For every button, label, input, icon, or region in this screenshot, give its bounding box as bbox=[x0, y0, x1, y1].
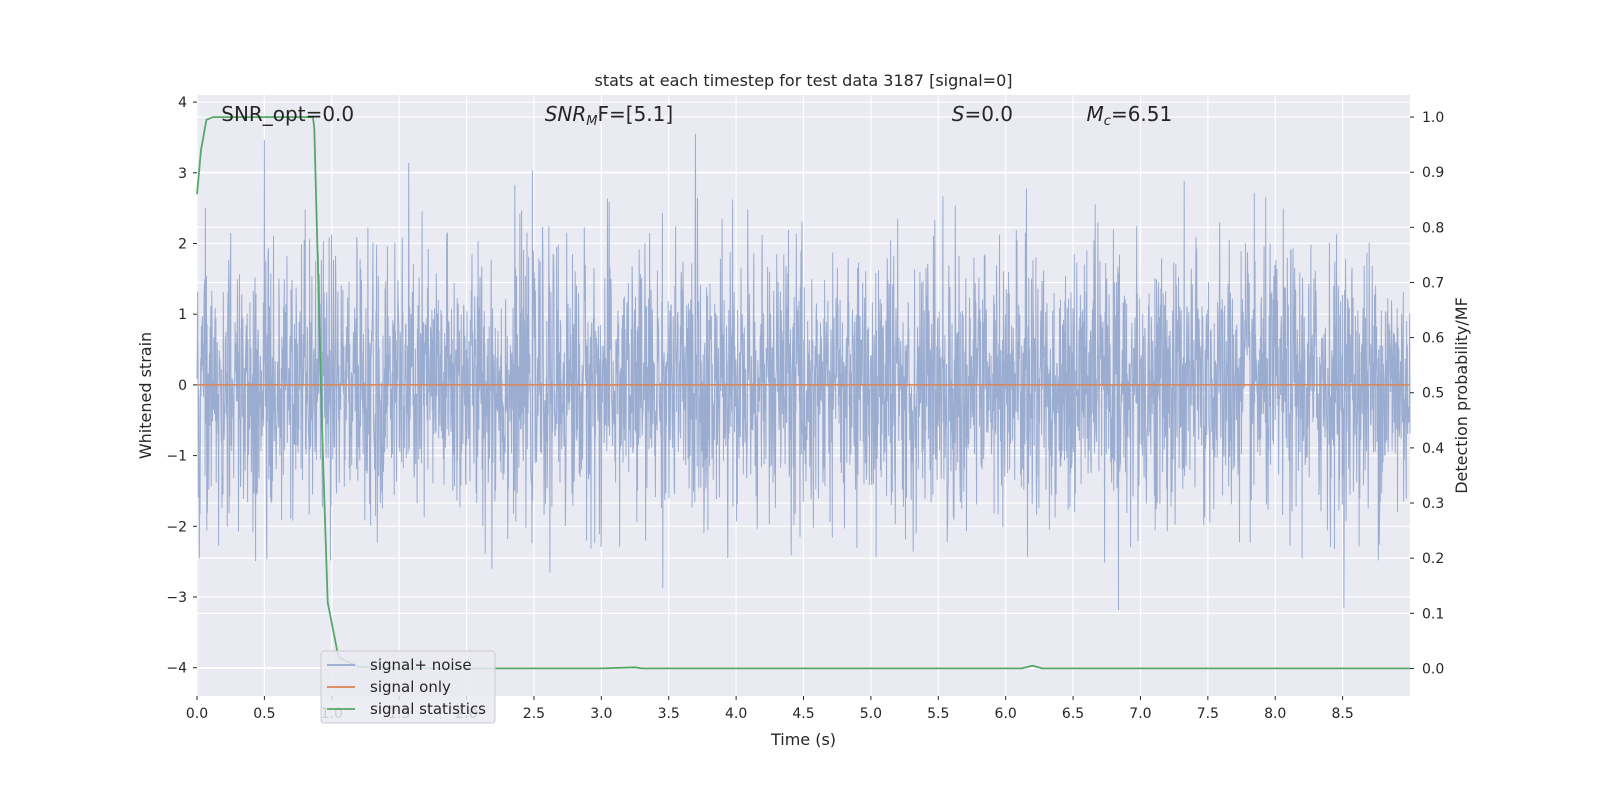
legend-label: signal only bbox=[370, 678, 451, 696]
y2-tick-label: 0.2 bbox=[1422, 551, 1444, 567]
y-tick-label: 1 bbox=[178, 307, 187, 323]
x-tick-label: 2.5 bbox=[523, 706, 545, 722]
annotation-2: S=0.0 bbox=[952, 102, 1013, 126]
annotation-1: SNRMF=[5.1] bbox=[545, 102, 673, 129]
x-tick-label: 3.5 bbox=[658, 706, 680, 722]
x-tick-label: 5.5 bbox=[927, 706, 949, 722]
noise-line bbox=[196, 133, 1411, 611]
y2-tick-label: 0.5 bbox=[1422, 386, 1444, 402]
y2-axis-ticks: 0.0 0.1 0.2 0.3 0.4 0.5 0.6 0.7 0.8 0.9 1.0 bbox=[1410, 110, 1444, 677]
y2-tick-label: 0.3 bbox=[1422, 496, 1444, 512]
y-tick-label: 4 bbox=[178, 95, 187, 111]
x-tick-label: 6.0 bbox=[995, 706, 1017, 722]
x-tick-label: 8.0 bbox=[1264, 706, 1286, 722]
x-tick-label: 0.5 bbox=[253, 706, 275, 722]
legend-label: signal+ noise bbox=[370, 656, 472, 674]
legend-label: signal statistics bbox=[370, 700, 486, 718]
y-tick-label: −4 bbox=[166, 661, 187, 677]
y-tick-label: −3 bbox=[166, 590, 187, 606]
chart-title: stats at each timestep for test data 318… bbox=[594, 71, 1012, 90]
x-tick-label: 4.0 bbox=[725, 706, 747, 722]
x-tick-label: 7.5 bbox=[1197, 706, 1219, 722]
annotations: SNR_opt=0.0 SNRMF=[5.1] S=0.0 Mc=6.51 bbox=[221, 102, 1172, 129]
x-tick-label: 6.5 bbox=[1062, 706, 1084, 722]
y-tick-label: 3 bbox=[178, 166, 187, 182]
x-tick-label: 3.0 bbox=[590, 706, 612, 722]
y2-tick-label: 0.1 bbox=[1422, 606, 1444, 622]
x-tick-label: 8.5 bbox=[1331, 706, 1353, 722]
annotation-3: Mc=6.51 bbox=[1087, 102, 1173, 129]
x-axis-label: Time (s) bbox=[770, 730, 836, 749]
x-tick-label: 5.0 bbox=[860, 706, 882, 722]
x-tick-label: 7.0 bbox=[1129, 706, 1151, 722]
y2-tick-label: 0.7 bbox=[1422, 275, 1444, 291]
legend: signal+ noise signal only signal statistic… bbox=[320, 650, 496, 724]
y2-tick-label: 0.4 bbox=[1422, 441, 1444, 457]
y-axis-ticks: −4 −3 −2 −1 0 1 2 3 4 bbox=[166, 95, 197, 677]
x-tick-label: 4.5 bbox=[792, 706, 814, 722]
y-axis-label: Whitened strain bbox=[136, 332, 155, 459]
x-tick-label: 0.0 bbox=[186, 706, 208, 722]
annotation-0: SNR_opt=0.0 bbox=[221, 102, 354, 126]
y2-tick-label: 0.0 bbox=[1422, 661, 1444, 677]
y2-tick-label: 0.8 bbox=[1422, 220, 1444, 236]
y2-tick-label: 0.6 bbox=[1422, 331, 1444, 347]
y-tick-label: 0 bbox=[178, 378, 187, 394]
y2-axis-label: Detection probability/MF bbox=[1452, 297, 1471, 494]
y-tick-label: 2 bbox=[178, 236, 187, 252]
y-tick-label: −1 bbox=[166, 449, 187, 465]
y-tick-label: −2 bbox=[166, 519, 187, 535]
y2-tick-label: 1.0 bbox=[1422, 110, 1444, 126]
legend-box bbox=[320, 650, 496, 724]
series-signal-plus-noise bbox=[196, 133, 1411, 611]
y2-tick-label: 0.9 bbox=[1422, 165, 1444, 181]
